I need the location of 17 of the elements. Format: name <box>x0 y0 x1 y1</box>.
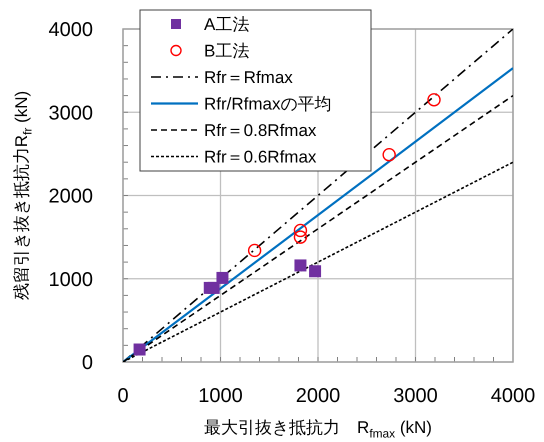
x-tick-label: 2000 <box>296 385 340 407</box>
legend-label: Rfr＝0.6Rfmax <box>204 148 317 166</box>
x-tick-label: 4000 <box>490 385 536 407</box>
y-tick-label: 1000 <box>48 268 93 291</box>
legend-label: B工法 <box>204 42 250 60</box>
x-tick-label: 0 <box>117 385 129 407</box>
y-tick-label: 4000 <box>48 19 93 41</box>
y-tick-label: 2000 <box>48 186 93 208</box>
legend-label: Rfr/Rfmaxの平均 <box>204 94 332 114</box>
x-axis-title: 最大引抜き抵抗力 R$_{fmax}$ (kN) <box>204 418 432 440</box>
legend-label: A工法 <box>204 15 250 34</box>
y-tick-label: 0 <box>82 352 93 374</box>
legend-label: Rfr＝0.8Rfmax <box>204 121 317 140</box>
x-tick-label: 1000 <box>198 385 243 407</box>
x-tick-label: 3000 <box>393 385 438 407</box>
legend-label: Rfr＝Rfmax <box>204 68 294 87</box>
y-tick-label: 3000 <box>48 102 93 124</box>
